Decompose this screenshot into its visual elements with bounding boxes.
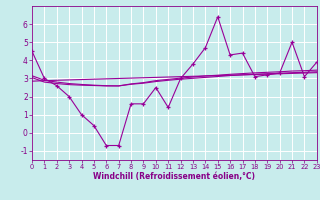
X-axis label: Windchill (Refroidissement éolien,°C): Windchill (Refroidissement éolien,°C) (93, 172, 255, 181)
